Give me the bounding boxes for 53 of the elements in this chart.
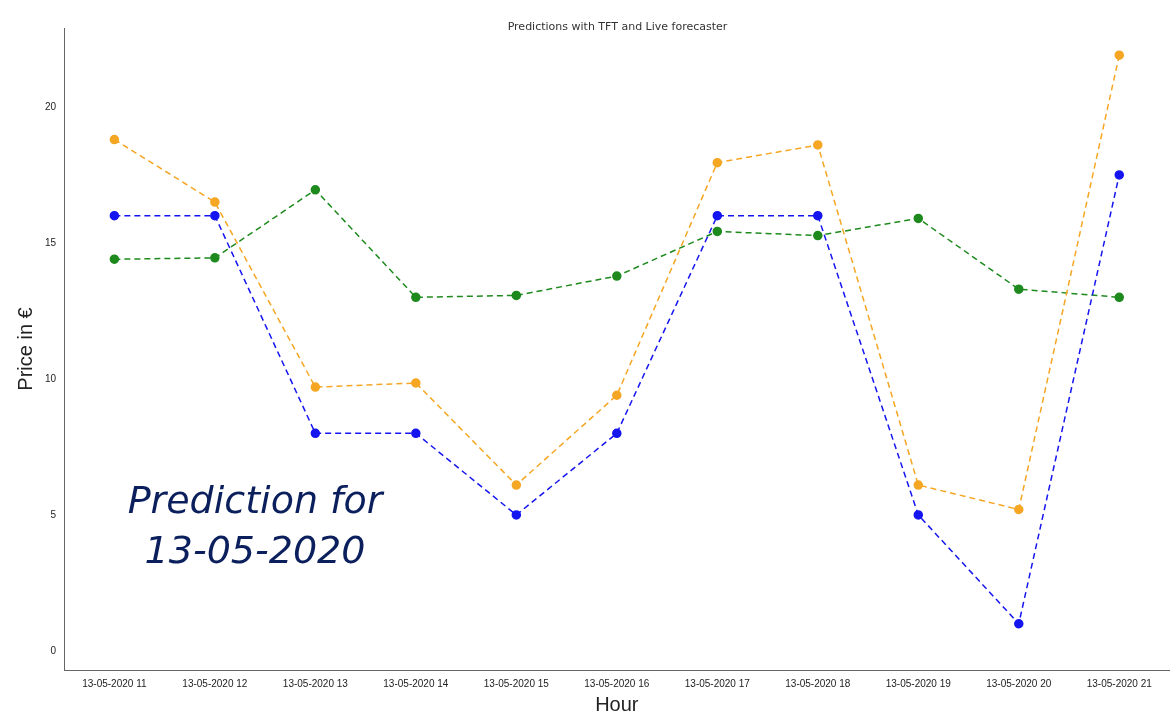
point xyxy=(411,428,421,439)
point xyxy=(310,382,321,392)
point xyxy=(411,378,421,388)
x-tick-label: 13-05-2020 13 xyxy=(282,677,349,689)
point xyxy=(511,290,522,301)
point xyxy=(712,226,723,237)
point xyxy=(109,254,120,264)
annotation: Prediction for 13-05-2020 xyxy=(126,477,386,574)
y-tick-label: 0 xyxy=(50,644,57,656)
point xyxy=(511,510,522,520)
x-tick-label: 13-05-2020 14 xyxy=(383,677,449,689)
x-tick-label: 13-05-2020 15 xyxy=(483,677,550,689)
point xyxy=(913,213,924,224)
point xyxy=(813,230,823,241)
point xyxy=(310,185,321,195)
x-tick-label: 13-05-2020 20 xyxy=(986,677,1052,689)
point xyxy=(210,253,220,263)
point xyxy=(612,428,622,439)
y-tick-label: 20 xyxy=(45,100,57,112)
point xyxy=(210,210,220,221)
x-tick-label: 13-05-2020 19 xyxy=(885,677,952,689)
chart-title: Predictions with TFT and Live forecaster xyxy=(506,20,729,33)
point xyxy=(1114,170,1125,180)
y-tick-label: 10 xyxy=(45,372,57,384)
point xyxy=(1114,50,1125,60)
point xyxy=(913,510,924,520)
point xyxy=(712,157,723,168)
point xyxy=(511,480,522,490)
x-tick-label: 13-05-2020 18 xyxy=(785,677,851,689)
point xyxy=(1014,619,1024,629)
point xyxy=(109,210,120,221)
point xyxy=(913,480,924,490)
point xyxy=(109,134,120,145)
point xyxy=(411,292,421,303)
point xyxy=(210,197,220,207)
y-tick-label: 15 xyxy=(45,236,57,248)
point xyxy=(612,271,622,281)
point xyxy=(1014,504,1024,515)
x-tick-label: 13-05-2020 11 xyxy=(82,677,147,689)
y-axis-title: Price in € xyxy=(13,307,36,391)
x-tick-label: 13-05-2020 12 xyxy=(182,677,248,689)
x-tick-label: 13-05-2020 16 xyxy=(584,677,650,689)
x-tick-label: 13-05-2020 17 xyxy=(684,677,751,689)
point xyxy=(1014,284,1024,294)
point xyxy=(813,210,823,221)
point xyxy=(813,140,823,150)
x-axis-title: Hour xyxy=(595,692,639,715)
point xyxy=(1114,292,1125,303)
x-tick-label: 13-05-2020 21 xyxy=(1086,677,1153,689)
point xyxy=(310,428,321,439)
y-tick-label: 5 xyxy=(50,508,57,520)
point xyxy=(712,210,723,221)
point xyxy=(612,390,622,400)
